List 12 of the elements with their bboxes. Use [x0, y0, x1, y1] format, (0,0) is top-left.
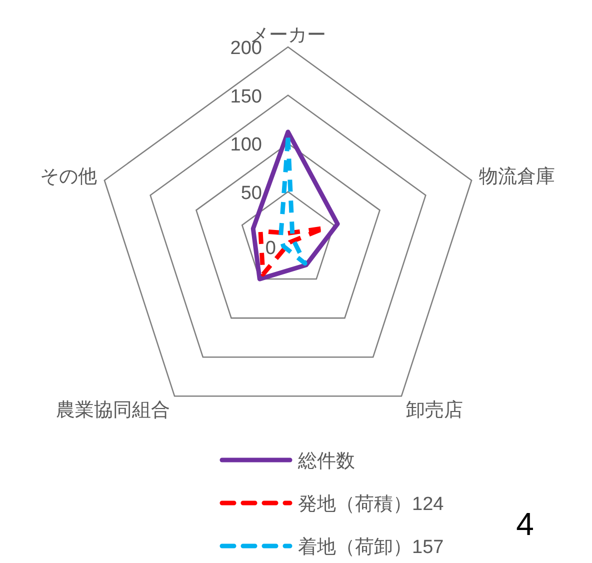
y-tick-label: 150	[230, 86, 262, 108]
spoke-label: 物流倉庫	[479, 165, 556, 188]
y-tick-label: 100	[230, 134, 262, 156]
spoke-label: その他	[40, 166, 97, 188]
text: 4	[516, 506, 534, 542]
legend-label: 総件数	[297, 451, 355, 472]
legend-label: 着地（荷卸）157	[298, 536, 444, 558]
y-tick-label: 50	[240, 182, 262, 204]
legend-label: 発地（荷積）124	[298, 494, 444, 515]
spoke-label: 卸売店	[406, 399, 464, 422]
y-tick-label: 0	[265, 238, 276, 259]
spoke-label: 農業協同組合	[56, 400, 170, 422]
